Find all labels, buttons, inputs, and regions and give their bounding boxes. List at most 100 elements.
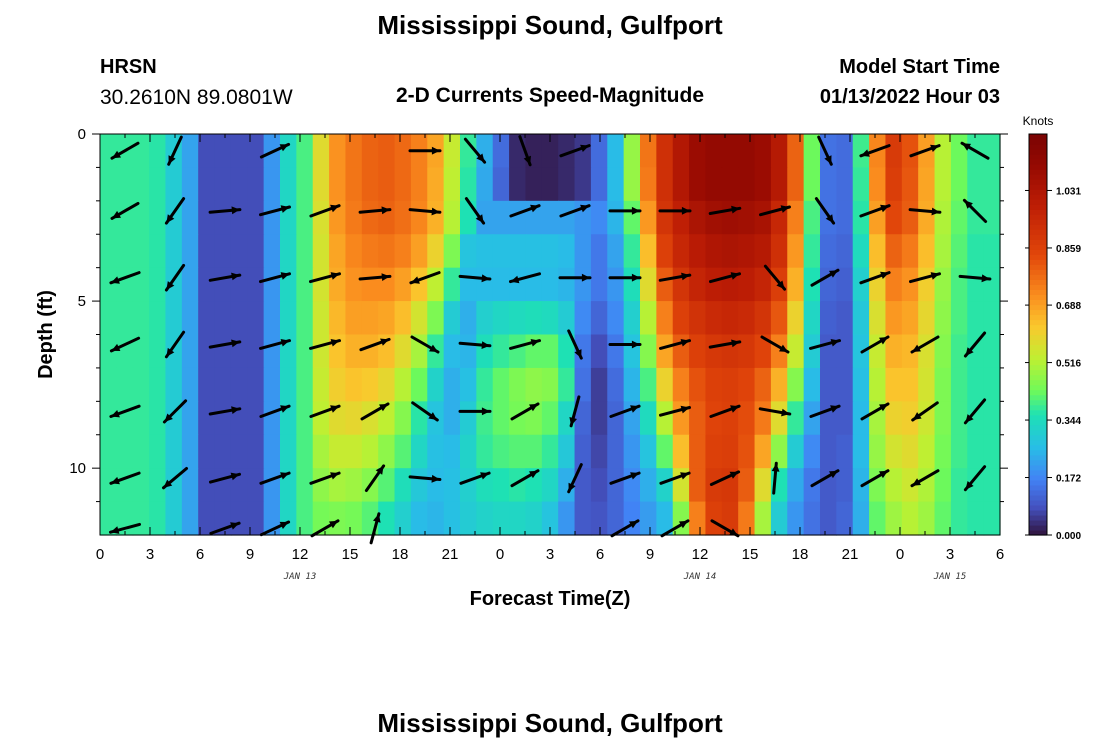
heatmap-cell bbox=[296, 134, 314, 169]
heatmap-cell bbox=[574, 434, 592, 469]
colorbar-segment bbox=[1029, 529, 1047, 536]
heatmap-cell bbox=[247, 468, 265, 503]
current-arrow bbox=[908, 207, 942, 216]
heatmap-cell bbox=[165, 334, 183, 369]
colorbar-segment bbox=[1029, 214, 1047, 220]
colorbar-tick-label: 0.859 bbox=[1056, 244, 1081, 255]
heatmap-cell bbox=[558, 334, 576, 369]
current-arrow bbox=[567, 463, 583, 494]
heatmap-cell bbox=[983, 167, 1001, 202]
heatmap-cell bbox=[705, 200, 723, 235]
colorbar-segment bbox=[1029, 134, 1047, 140]
arrow-head bbox=[428, 412, 438, 420]
heatmap-cell bbox=[116, 234, 134, 269]
heatmap-cell bbox=[541, 167, 559, 202]
heatmap-cell bbox=[410, 501, 428, 536]
current-arrow bbox=[709, 272, 741, 284]
heatmap-cell bbox=[590, 200, 608, 235]
heatmap-cell bbox=[100, 200, 117, 235]
heatmap-cell bbox=[476, 434, 494, 469]
heatmap-cell bbox=[934, 200, 952, 235]
heatmap-cell bbox=[509, 434, 527, 469]
arrow-head bbox=[481, 274, 490, 283]
x-tick-label: 12 bbox=[692, 546, 709, 563]
heatmap-cell bbox=[394, 401, 412, 436]
heatmap-cell bbox=[198, 267, 216, 302]
heatmap-cell bbox=[934, 301, 952, 336]
heatmap-cell bbox=[983, 267, 1001, 302]
y-tick-label: 10 bbox=[69, 460, 86, 477]
heatmap-cell bbox=[525, 501, 543, 536]
heatmap-cell bbox=[198, 367, 216, 402]
heatmap-cell bbox=[296, 434, 314, 469]
heatmap-cell bbox=[181, 434, 199, 469]
heatmap-cell bbox=[623, 234, 641, 269]
heatmap-cell bbox=[803, 200, 821, 235]
heatmap-cell bbox=[378, 468, 396, 503]
arrow-head bbox=[776, 280, 785, 290]
current-arrow bbox=[510, 402, 540, 421]
x-tick-label: 3 bbox=[946, 546, 954, 563]
heatmap-cell bbox=[345, 401, 363, 436]
current-vector-arrows bbox=[109, 135, 992, 545]
colorbar-segment bbox=[1029, 279, 1047, 285]
heatmap-cell bbox=[983, 200, 1001, 235]
arrow-head bbox=[580, 204, 590, 213]
heatmap-cell bbox=[345, 301, 363, 336]
current-arrow bbox=[710, 519, 740, 538]
current-arrow bbox=[759, 205, 791, 217]
heatmap-cell bbox=[689, 334, 707, 369]
heatmap-cell bbox=[329, 234, 347, 269]
colorbar-segment bbox=[1029, 494, 1047, 501]
heatmap-cell bbox=[280, 501, 297, 536]
heatmap-cell bbox=[983, 434, 1001, 469]
heatmap-cell bbox=[967, 267, 985, 302]
heatmap-cell bbox=[754, 468, 772, 503]
current-arrow bbox=[309, 272, 341, 284]
heatmap-cell bbox=[885, 234, 903, 269]
heatmap-cell bbox=[590, 434, 608, 469]
heatmap-cell bbox=[656, 200, 674, 235]
heatmap-cell bbox=[345, 367, 363, 402]
heatmap-cell bbox=[640, 167, 657, 202]
colorbar-label: Knots bbox=[1023, 114, 1054, 128]
heatmap-cell bbox=[181, 501, 199, 536]
arrow-head bbox=[530, 339, 540, 347]
heatmap-cell bbox=[950, 367, 968, 402]
heatmap-cell bbox=[198, 234, 216, 269]
colorbar-segment bbox=[1029, 254, 1047, 260]
x-tick-label: 3 bbox=[146, 546, 154, 563]
arrow-head bbox=[329, 520, 338, 529]
heatmap-cell bbox=[656, 434, 674, 469]
heatmap-cell bbox=[803, 334, 821, 369]
heatmap-cell bbox=[901, 334, 919, 369]
heatmap-cell bbox=[836, 367, 854, 402]
heatmap-cell bbox=[525, 367, 543, 402]
x-tick-label: 3 bbox=[546, 546, 554, 563]
heatmap-cell bbox=[852, 367, 870, 402]
heatmap-cell bbox=[950, 434, 968, 469]
current-arrow bbox=[859, 144, 891, 158]
heatmap-cell bbox=[820, 367, 837, 402]
arrow-head bbox=[731, 205, 740, 214]
colorbar-segment bbox=[1029, 429, 1047, 436]
colorbar-segment bbox=[1029, 219, 1047, 225]
heatmap-cell bbox=[901, 234, 919, 269]
arrow-head bbox=[880, 271, 890, 279]
heatmap-cell bbox=[214, 468, 232, 503]
arrow-head bbox=[730, 405, 740, 413]
heatmap-cell bbox=[607, 234, 625, 269]
heatmap-cell bbox=[492, 401, 510, 436]
heatmap-cell bbox=[934, 267, 952, 302]
heatmap-cell bbox=[214, 167, 232, 202]
heatmap-cell bbox=[852, 501, 870, 536]
arrow-head bbox=[630, 472, 640, 480]
heatmap-cell bbox=[967, 468, 985, 503]
current-arrow bbox=[659, 405, 691, 417]
colorbar-tick-label: 1.031 bbox=[1056, 186, 1081, 197]
heatmap-cell bbox=[296, 367, 314, 402]
heatmap-cell bbox=[410, 267, 428, 302]
heatmap-cell bbox=[116, 334, 134, 369]
heatmap-cell bbox=[394, 334, 412, 369]
current-arrow bbox=[708, 205, 742, 215]
